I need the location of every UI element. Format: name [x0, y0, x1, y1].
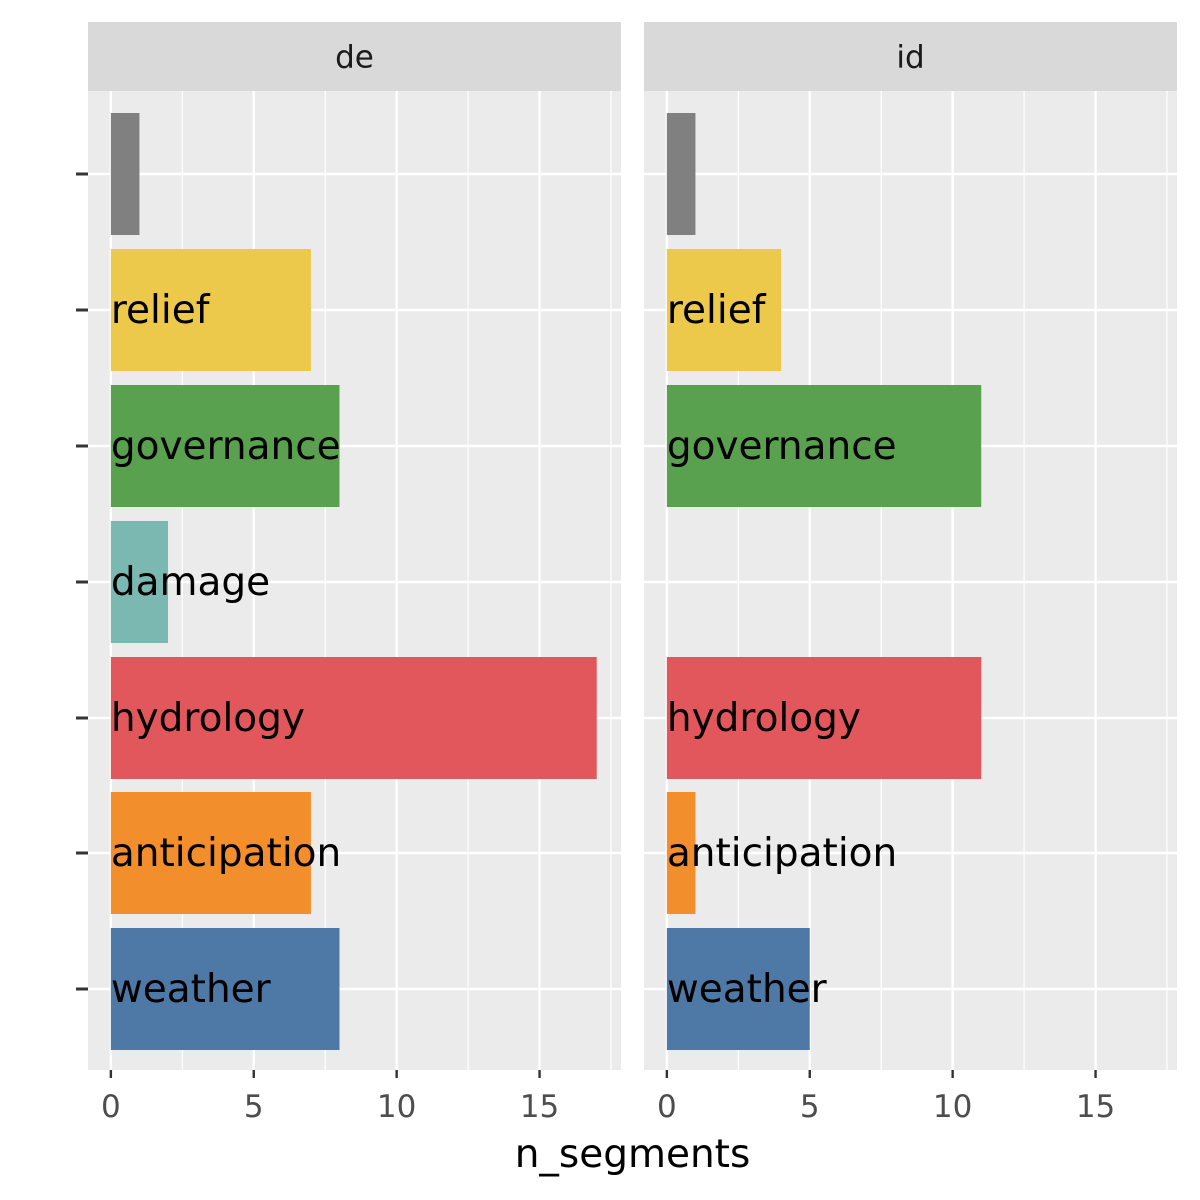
x-tick-label: 10: [377, 1089, 416, 1125]
bar-label-anticipation: anticipation: [111, 831, 341, 876]
x-tick-label: 15: [1076, 1089, 1115, 1125]
bar-anticipation-id: [666, 792, 696, 914]
bar-label-weather: weather: [667, 967, 828, 1012]
x-axis-title: n_segments: [515, 1132, 751, 1177]
facet-panel-de: de relief governance damage hydrology anticip…: [88, 22, 621, 1125]
bar-relief-id: [666, 249, 782, 371]
bar-relief-de: [110, 249, 311, 371]
bar-label-damage: damage: [111, 560, 270, 605]
facet-strip-label: de: [335, 40, 374, 76]
bar-label-governance: governance: [111, 424, 341, 469]
bar-hydrology-de: [110, 657, 597, 779]
bar-governance-id: [666, 385, 982, 507]
x-tick-label: 5: [800, 1089, 820, 1125]
bar-label-hydrology: hydrology: [667, 696, 861, 741]
x-tick-label: 10: [933, 1089, 972, 1125]
bar-weather-id: [666, 928, 810, 1050]
facet-strip-label: id: [896, 40, 924, 76]
x-tick-label: 5: [244, 1089, 264, 1125]
facet-panels: de relief governance damage hydrology anticip…: [88, 22, 1177, 1125]
x-tick-label: 0: [657, 1089, 677, 1125]
bar-label-governance: governance: [667, 424, 897, 469]
y-axis-ticks: [76, 172, 88, 991]
bar-label-anticipation: anticipation: [667, 831, 897, 876]
facet-strip: [644, 22, 1177, 91]
bar-label-hydrology: hydrology: [111, 696, 305, 741]
bar-anticipation-de: [110, 792, 311, 914]
facet-panel-id: id relief governance hydrology anticipation w…: [644, 22, 1177, 1125]
x-tick-label: 15: [520, 1089, 559, 1125]
bar-hydrology-id: [666, 657, 982, 779]
bar-label-relief: relief: [667, 288, 767, 333]
x-tick-label: 0: [101, 1089, 121, 1125]
facet-strip: [88, 22, 621, 91]
bar-damage-de: [110, 521, 169, 643]
bar-unlabeled-de: [110, 113, 140, 235]
bar-label-weather: weather: [111, 967, 272, 1012]
bar-weather-de: [110, 928, 340, 1050]
bar-unlabeled-id: [666, 113, 696, 235]
bar-governance-de: [110, 385, 340, 507]
panel-background: [644, 91, 1177, 1070]
bar-label-relief: relief: [111, 288, 211, 333]
